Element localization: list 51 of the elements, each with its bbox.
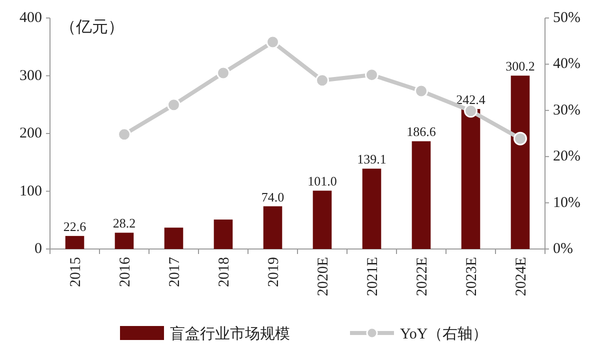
y2-tick-label: 20% — [553, 148, 580, 165]
point — [365, 68, 378, 82]
point — [464, 104, 478, 118]
x-tick-label: 2016 — [118, 256, 134, 287]
x-tick-label: 2021E — [365, 257, 381, 296]
data-label: 22.6 — [63, 218, 87, 234]
point — [316, 74, 329, 88]
bar — [461, 109, 480, 249]
y2-tick-label: 40% — [553, 56, 580, 72]
annotation: （亿元） — [60, 19, 124, 36]
bar — [164, 228, 184, 249]
x-tick-label: 2018 — [216, 257, 232, 287]
bar — [312, 190, 332, 249]
point — [266, 35, 280, 49]
legend-label: YoY（右轴） — [400, 325, 488, 342]
bar — [362, 168, 382, 249]
y2-tick-label: 30% — [553, 102, 580, 118]
bar — [263, 206, 282, 249]
y-tick-label: 300 — [20, 68, 42, 84]
x-tick-label: 2017 — [167, 256, 183, 287]
data-label: 186.6 — [406, 124, 436, 140]
x-tick-label: 2023E — [464, 257, 480, 296]
data-label: 28.2 — [112, 216, 136, 231]
y-tick-label: 0 — [34, 241, 42, 257]
data-label: 74.0 — [261, 189, 284, 204]
y-tick-label: 400 — [20, 10, 42, 26]
point — [167, 98, 180, 112]
point — [216, 66, 230, 80]
data-label: 139.1 — [357, 152, 386, 167]
data-label: 101.0 — [308, 174, 337, 189]
y2-tick-label: 0% — [553, 241, 573, 257]
point — [414, 84, 428, 98]
data-label: 300.2 — [506, 58, 535, 74]
point — [514, 132, 527, 146]
x-tick-label: 2020E — [316, 257, 332, 296]
x-tick-label: 2015 — [68, 257, 84, 287]
point — [118, 128, 131, 142]
y2-tick-label: 50% — [553, 10, 580, 26]
y-tick-label: 100 — [20, 183, 42, 200]
bar — [114, 232, 134, 249]
y-tick-label: 200 — [20, 126, 42, 142]
data-label: 242.4 — [456, 92, 486, 108]
x-tick-label: 2019 — [266, 257, 282, 287]
bar — [65, 236, 84, 249]
x-tick-label: 2022E — [414, 257, 430, 296]
bar — [214, 220, 233, 249]
y2-tick-label: 10% — [553, 194, 580, 211]
bar — [412, 141, 431, 249]
bar — [510, 76, 530, 249]
x-tick-label: 2024E — [514, 257, 530, 296]
legend-label: 盲盒行业市场规模 — [170, 325, 290, 342]
